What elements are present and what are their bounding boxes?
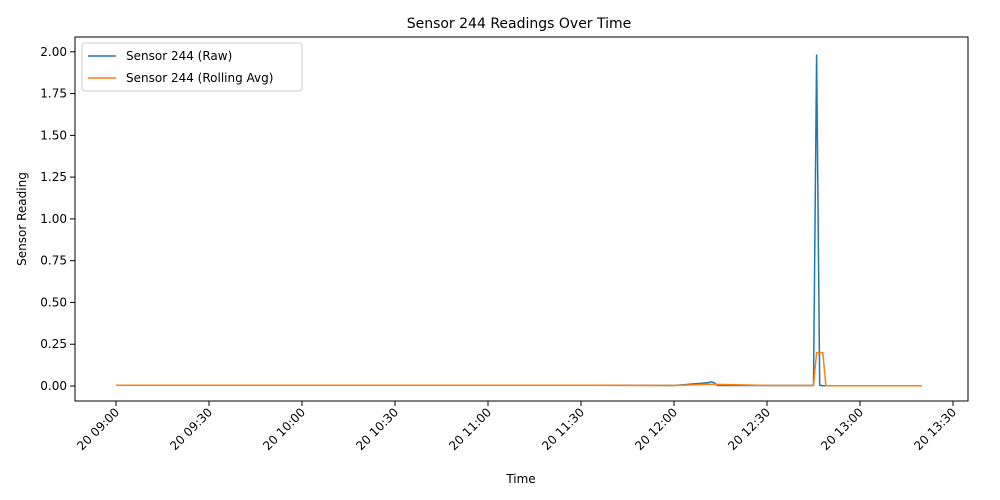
y-tick-label: 1.25 <box>40 170 67 184</box>
x-tick-label: 20 11:00 <box>446 405 494 453</box>
y-tick-label: 1.75 <box>40 87 67 101</box>
y-tick-label: 2.00 <box>40 45 67 59</box>
x-tick-label: 20 13:00 <box>818 405 866 453</box>
series-line-rolling-avg <box>116 351 922 387</box>
legend: Sensor 244 (Raw) Sensor 244 (Rolling Avg… <box>81 42 303 92</box>
x-tick-label: 20 09:00 <box>74 405 122 453</box>
x-axis-ticks: 20 09:00 20 09:30 20 10:00 20 10:30 20 11:00… <box>74 401 959 453</box>
chart-title: Sensor 244 Readings Over Time <box>407 16 632 32</box>
legend-label-rolling-avg: Sensor 244 (Rolling Avg) <box>126 71 273 85</box>
x-tick-label: 20 12:30 <box>725 405 773 453</box>
y-axis-label: Sensor Reading <box>15 172 29 266</box>
legend-box <box>81 42 303 92</box>
y-tick-label: 0.25 <box>40 337 67 351</box>
series-lines <box>116 54 922 387</box>
y-tick-label: 0.75 <box>40 254 67 268</box>
x-tick-label: 20 09:30 <box>167 405 215 453</box>
x-tick-label: 20 10:30 <box>353 405 401 453</box>
legend-label-raw: Sensor 244 (Raw) <box>126 49 232 63</box>
series-line-raw <box>116 54 922 387</box>
x-tick-label: 20 11:30 <box>539 405 587 453</box>
y-tick-label: 1.00 <box>40 212 67 226</box>
x-tick-label: 20 13:30 <box>911 405 959 453</box>
y-axis-ticks: 0.00 0.25 0.50 0.75 1.00 1.25 1.50 1.75 2.00 <box>40 45 75 393</box>
y-tick-label: 1.50 <box>40 128 67 142</box>
x-axis-label: Time <box>505 472 535 486</box>
y-tick-label: 0.50 <box>40 295 67 309</box>
axes-frame <box>74 36 969 402</box>
y-tick-label: 0.00 <box>40 379 67 393</box>
x-tick-label: 20 12:00 <box>632 405 680 453</box>
x-tick-label: 20 10:00 <box>260 405 308 453</box>
